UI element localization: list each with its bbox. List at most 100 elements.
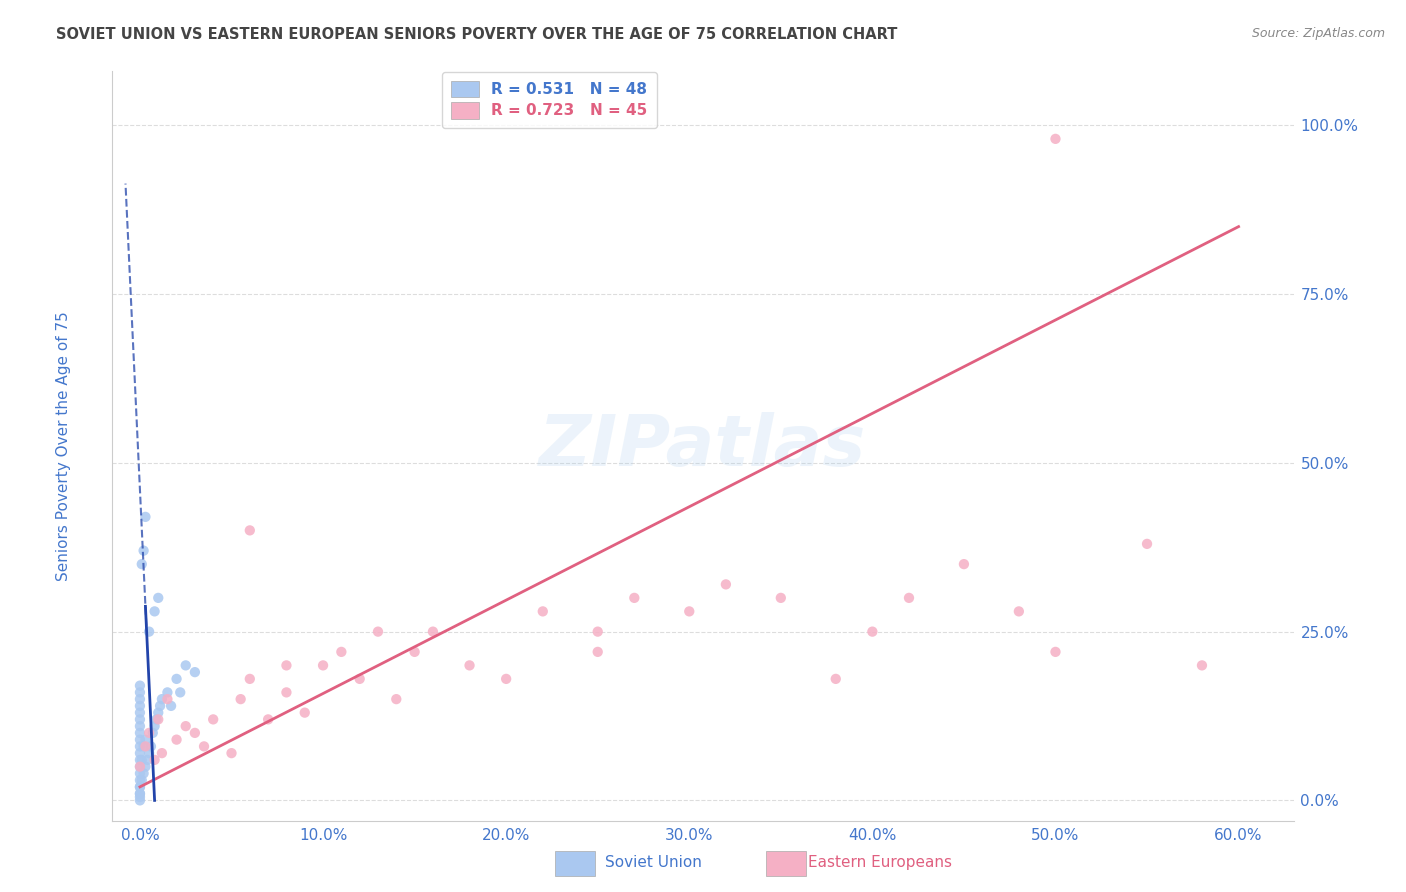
Point: [330, 645, 353, 659]
Point: [824, 672, 846, 686]
Point: [166, 672, 188, 686]
Point: [134, 509, 156, 524]
Text: SOVIET UNION VS EASTERN EUROPEAN SENIORS POVERTY OVER THE AGE OF 75 CORRELATION : SOVIET UNION VS EASTERN EUROPEAN SENIORS…: [56, 27, 897, 42]
Text: Soviet Union: Soviet Union: [605, 855, 702, 870]
Point: [367, 624, 389, 639]
Point: [145, 712, 167, 726]
Point: [134, 739, 156, 754]
Point: [129, 719, 152, 733]
Point: [129, 746, 152, 760]
Point: [1136, 537, 1159, 551]
Point: [678, 604, 700, 618]
Point: [1191, 658, 1213, 673]
Point: [422, 624, 444, 639]
Point: [138, 726, 160, 740]
Point: [131, 557, 153, 571]
Point: [221, 746, 243, 760]
Point: [385, 692, 408, 706]
Point: [129, 706, 152, 720]
Point: [953, 557, 976, 571]
Point: [143, 604, 166, 618]
Point: [138, 746, 160, 760]
Point: [174, 658, 197, 673]
Point: [129, 739, 152, 754]
Point: [129, 732, 152, 747]
Point: [294, 706, 316, 720]
Point: [129, 726, 152, 740]
Point: [129, 712, 152, 726]
Point: [156, 685, 179, 699]
Point: [1045, 645, 1067, 659]
Point: [769, 591, 792, 605]
Point: [129, 759, 152, 773]
Point: [860, 624, 883, 639]
Point: [1008, 604, 1031, 618]
Point: [143, 719, 166, 733]
Point: [131, 753, 153, 767]
Point: [129, 790, 152, 805]
Text: Seniors Poverty Over the Age of 75: Seniors Poverty Over the Age of 75: [56, 311, 70, 581]
Point: [129, 753, 152, 767]
Point: [586, 624, 609, 639]
Point: [150, 746, 173, 760]
Text: ZIPatlas: ZIPatlas: [540, 411, 866, 481]
Text: Eastern Europeans: Eastern Europeans: [808, 855, 952, 870]
Point: [623, 591, 645, 605]
Point: [239, 524, 262, 538]
Point: [129, 759, 152, 773]
Point: [495, 672, 517, 686]
Point: [129, 780, 152, 794]
Point: [129, 685, 152, 699]
Point: [276, 685, 298, 699]
Point: [142, 726, 165, 740]
Point: [129, 780, 152, 794]
Point: [174, 719, 197, 733]
Point: [148, 712, 170, 726]
Point: [1045, 132, 1067, 146]
Point: [148, 706, 170, 720]
Point: [239, 672, 262, 686]
Point: [714, 577, 737, 591]
Point: [132, 543, 155, 558]
Point: [404, 645, 426, 659]
Point: [458, 658, 481, 673]
Point: [132, 739, 155, 754]
Point: [129, 679, 152, 693]
Point: [150, 692, 173, 706]
Legend: R = 0.531   N = 48, R = 0.723   N = 45: R = 0.531 N = 48, R = 0.723 N = 45: [443, 71, 657, 128]
Point: [129, 766, 152, 780]
Point: [193, 739, 215, 754]
Point: [156, 692, 179, 706]
Point: [129, 773, 152, 788]
Point: [184, 726, 207, 740]
Point: [139, 739, 162, 754]
Point: [531, 604, 554, 618]
Point: [129, 787, 152, 801]
Point: [349, 672, 371, 686]
Point: [312, 658, 335, 673]
Point: [169, 685, 191, 699]
Point: [586, 645, 609, 659]
Point: [148, 591, 170, 605]
Point: [160, 698, 183, 713]
Point: [129, 787, 152, 801]
Point: [136, 753, 159, 767]
Point: [129, 793, 152, 807]
Point: [129, 692, 152, 706]
Point: [138, 624, 160, 639]
Point: [166, 732, 188, 747]
Point: [202, 712, 225, 726]
Point: [131, 773, 153, 788]
Point: [134, 759, 156, 773]
Text: Source: ZipAtlas.com: Source: ZipAtlas.com: [1251, 27, 1385, 40]
Point: [257, 712, 280, 726]
Point: [149, 698, 172, 713]
Point: [129, 698, 152, 713]
Point: [134, 732, 156, 747]
Point: [143, 753, 166, 767]
Point: [132, 766, 155, 780]
Point: [229, 692, 252, 706]
Point: [276, 658, 298, 673]
Point: [184, 665, 207, 680]
Point: [898, 591, 921, 605]
